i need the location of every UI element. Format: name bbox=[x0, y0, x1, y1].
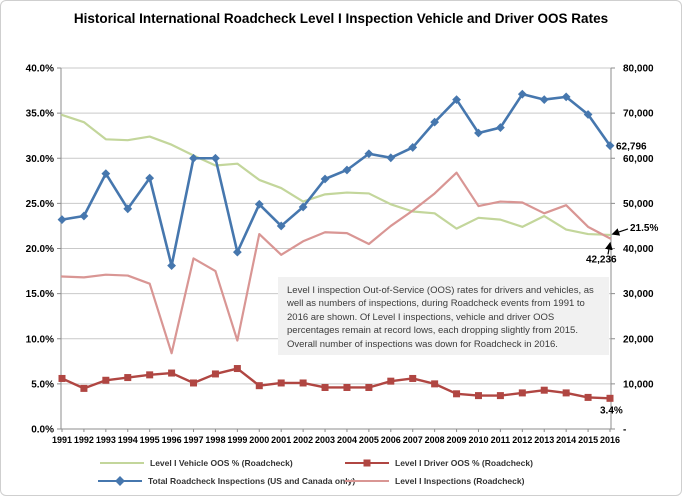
total-inspections-line-swatch-icon bbox=[98, 476, 142, 486]
svg-text:1997: 1997 bbox=[184, 435, 204, 445]
svg-text:25.0%: 25.0% bbox=[26, 199, 54, 210]
svg-text:2004: 2004 bbox=[337, 435, 357, 445]
svg-text:62,796: 62,796 bbox=[616, 142, 647, 153]
svg-text:1991: 1991 bbox=[52, 435, 72, 445]
svg-text:2006: 2006 bbox=[381, 435, 401, 445]
legend-item-vehicle-oos: Level I Vehicle OOS % (Roadcheck) bbox=[100, 454, 293, 472]
svg-text:2003: 2003 bbox=[315, 435, 335, 445]
level1-inspections-line-swatch-icon bbox=[345, 479, 389, 483]
svg-text:30,000: 30,000 bbox=[623, 289, 654, 300]
legend-label: Level I Driver OOS % (Roadcheck) bbox=[395, 458, 533, 468]
svg-text:2009: 2009 bbox=[447, 435, 467, 445]
svg-text:21.5%: 21.5% bbox=[630, 223, 658, 234]
svg-text:2012: 2012 bbox=[512, 435, 532, 445]
svg-text:40.0%: 40.0% bbox=[26, 64, 54, 75]
legend-label: Level I Vehicle OOS % (Roadcheck) bbox=[150, 458, 293, 468]
svg-text:2000: 2000 bbox=[249, 435, 269, 445]
svg-text:1999: 1999 bbox=[227, 435, 247, 445]
svg-text:10,000: 10,000 bbox=[623, 379, 654, 390]
svg-text:2010: 2010 bbox=[468, 435, 488, 445]
svg-text:2001: 2001 bbox=[271, 435, 291, 445]
svg-text:1995: 1995 bbox=[140, 435, 160, 445]
svg-text:20,000: 20,000 bbox=[623, 334, 654, 345]
svg-text:2013: 2013 bbox=[534, 435, 554, 445]
svg-text:10.0%: 10.0% bbox=[26, 334, 54, 345]
legend-label: Total Roadcheck Inspections (US and Cana… bbox=[148, 476, 356, 486]
svg-text:50,000: 50,000 bbox=[623, 199, 654, 210]
driver-oos-line-swatch-icon bbox=[345, 459, 389, 467]
svg-text:1993: 1993 bbox=[96, 435, 116, 445]
svg-text:2015: 2015 bbox=[578, 435, 598, 445]
legend-item-level1-inspections: Level I Inspections (Roadcheck) bbox=[345, 472, 524, 490]
svg-text:2011: 2011 bbox=[491, 435, 511, 445]
svg-text:80,000: 80,000 bbox=[623, 64, 654, 75]
legend-item-driver-oos: Level I Driver OOS % (Roadcheck) bbox=[345, 454, 533, 472]
svg-text:-: - bbox=[623, 425, 626, 436]
svg-text:2007: 2007 bbox=[403, 435, 423, 445]
legend-item-total-inspections: Total Roadcheck Inspections (US and Cana… bbox=[98, 472, 355, 490]
svg-text:2005: 2005 bbox=[359, 435, 379, 445]
svg-text:2008: 2008 bbox=[425, 435, 445, 445]
svg-text:5.0%: 5.0% bbox=[31, 379, 54, 390]
svg-text:20.0%: 20.0% bbox=[26, 244, 54, 255]
svg-text:1994: 1994 bbox=[118, 435, 138, 445]
svg-text:2002: 2002 bbox=[293, 435, 313, 445]
svg-text:2014: 2014 bbox=[556, 435, 576, 445]
svg-text:35.0%: 35.0% bbox=[26, 109, 54, 120]
svg-text:2016: 2016 bbox=[600, 435, 620, 445]
svg-text:30.0%: 30.0% bbox=[26, 154, 54, 165]
svg-text:15.0%: 15.0% bbox=[26, 289, 54, 300]
legend-label: Level I Inspections (Roadcheck) bbox=[395, 476, 525, 486]
svg-text:42,236: 42,236 bbox=[586, 254, 617, 265]
svg-text:0.0%: 0.0% bbox=[31, 425, 54, 436]
svg-text:1998: 1998 bbox=[205, 435, 225, 445]
svg-text:60,000: 60,000 bbox=[623, 154, 654, 165]
chart-title: Historical International Roadcheck Level… bbox=[73, 11, 609, 26]
annotation-text-box: Level I inspection Out-of-Service (OOS) … bbox=[278, 277, 609, 355]
vehicle-oos-line-swatch-icon bbox=[100, 461, 144, 465]
svg-text:70,000: 70,000 bbox=[623, 109, 654, 120]
svg-text:3.4%: 3.4% bbox=[600, 405, 623, 416]
svg-text:1996: 1996 bbox=[162, 435, 182, 445]
svg-text:1992: 1992 bbox=[74, 435, 94, 445]
svg-text:40,000: 40,000 bbox=[623, 244, 654, 255]
